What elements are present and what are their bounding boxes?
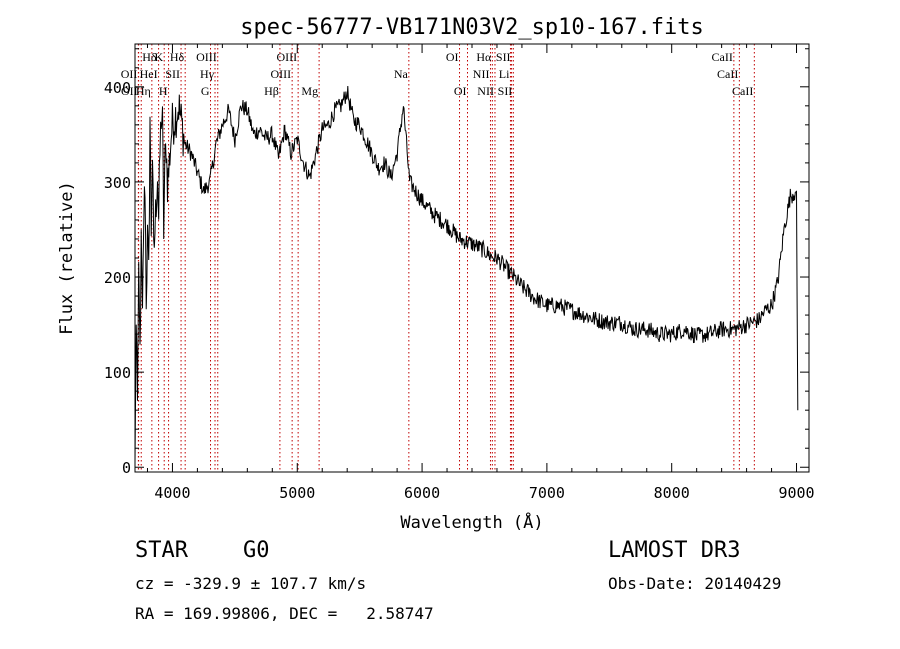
line-label: SII (496, 50, 511, 64)
redshift-velocity: cz = -329.9 ± 107.7 km/s (135, 574, 367, 593)
line-label: H (159, 84, 168, 98)
line-label: OIII (196, 50, 217, 64)
coordinates: RA = 169.99806, DEC = 2.58747 (135, 604, 434, 623)
line-label: OII (121, 84, 138, 98)
line-label: Hδ (142, 50, 157, 64)
y-axis-label: Flux (relative) (57, 181, 77, 335)
line-label: NII (473, 67, 490, 81)
emission-line-markers (137, 44, 755, 472)
line-label: OIII (270, 67, 291, 81)
line-label: Li (499, 67, 510, 81)
y-tick-label: 200 (104, 269, 131, 287)
line-label: HeI (140, 67, 158, 81)
line-label: K (155, 50, 164, 64)
y-tick-label: 0 (122, 459, 131, 477)
x-tick-label: 5000 (279, 484, 315, 502)
y-tick-label: 400 (104, 79, 131, 97)
line-label: SII (498, 84, 513, 98)
line-label: CaII (717, 67, 738, 81)
line-label: CaII (732, 84, 753, 98)
line-label: Na (394, 67, 409, 81)
chart-title: spec-56777-VB171N03V2_sp10-167.fits (240, 15, 704, 40)
object-class: STAR (135, 538, 188, 563)
plot-frame (134, 43, 810, 473)
y-tick-label: 100 (104, 364, 131, 382)
line-label: SII (165, 67, 180, 81)
line-label: Hγ (200, 67, 215, 81)
x-tick-label: 9000 (778, 484, 814, 502)
observation-date: Obs-Date: 20140429 (608, 574, 782, 593)
survey-name: LAMOST DR3 (608, 538, 741, 563)
x-axis: 4000 5000 6000 7000 8000 9000 (146, 44, 815, 502)
line-label: OI (446, 50, 459, 64)
x-axis-label: Wavelength (Å) (400, 511, 543, 533)
x-tick-label: 4000 (154, 484, 190, 502)
spectral-subclass: G0 (243, 538, 270, 563)
line-label: Hδ (170, 50, 185, 64)
line-label: Mg (301, 84, 318, 98)
line-label: Hα (476, 50, 492, 64)
line-label: Hβ (264, 84, 279, 98)
line-label: CaII (712, 50, 733, 64)
x-tick-label: 6000 (404, 484, 440, 502)
x-tick-label: 8000 (654, 484, 690, 502)
line-label: Hη (136, 84, 151, 98)
flux-series-line (134, 85, 799, 463)
line-label: OI (454, 84, 467, 98)
y-axis: 0 100 200 300 400 (104, 48, 809, 477)
line-label: OII (121, 67, 138, 81)
line-label: OIII (276, 50, 297, 64)
y-tick-label: 300 (104, 174, 131, 192)
line-label: G (201, 84, 210, 98)
line-label: NII (477, 84, 494, 98)
x-tick-label: 7000 (529, 484, 565, 502)
